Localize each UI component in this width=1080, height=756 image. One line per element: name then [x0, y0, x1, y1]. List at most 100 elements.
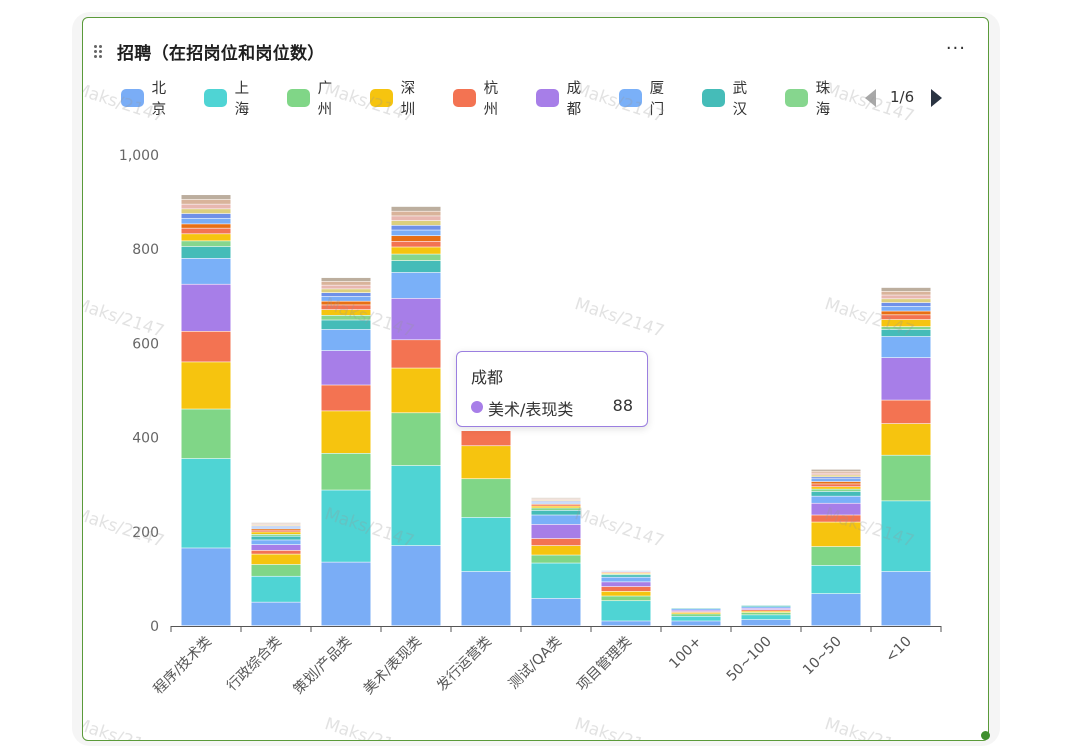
bar-segment	[671, 614, 721, 616]
resize-handle[interactable]	[981, 731, 990, 740]
bar-segment	[811, 503, 861, 515]
bar-segment	[461, 446, 511, 479]
bar-segment	[811, 469, 861, 471]
legend-item-8[interactable]: 珠海	[785, 81, 838, 118]
bar-segment	[881, 423, 931, 455]
legend-swatch	[370, 89, 393, 107]
legend-item-2[interactable]: 广州	[287, 81, 340, 118]
bar-segment	[461, 431, 511, 446]
bar-segment	[251, 540, 301, 545]
drag-handle-icon[interactable]	[93, 45, 105, 59]
tooltip-color-dot	[471, 401, 483, 413]
bar-segment	[391, 241, 441, 247]
bar-segment	[811, 491, 861, 496]
legend-label: 上海	[234, 81, 250, 118]
bar-segment	[811, 593, 861, 626]
more-options-icon[interactable]: ···	[945, 38, 966, 59]
bar-segment	[531, 524, 581, 539]
chart-tooltip: 成都 美术/表现类 88	[456, 351, 648, 427]
bar-segment	[251, 544, 301, 551]
y-tick-label: 200	[132, 525, 159, 541]
bar-segment	[181, 409, 231, 459]
bar-segment	[251, 602, 301, 626]
bar-segment	[881, 326, 931, 330]
bar-segment	[321, 277, 371, 282]
bar-segment	[391, 211, 441, 216]
x-tick-label: 100+	[666, 634, 705, 673]
legend-item-6[interactable]: 厦门	[619, 81, 672, 118]
bar-segment	[321, 289, 371, 293]
legend-next-icon[interactable]	[931, 89, 942, 107]
legend-swatch	[536, 89, 559, 107]
tooltip-value: 88	[612, 396, 633, 415]
legend-swatch	[619, 89, 642, 107]
legend-label: 珠海	[815, 81, 831, 118]
legend-page-number: 1/6	[890, 88, 915, 106]
bar-segment	[251, 532, 301, 535]
tooltip-category: 美术/表现类	[488, 400, 574, 419]
bar-segment	[811, 481, 861, 484]
legend-item-3[interactable]: 深圳	[370, 81, 423, 118]
bar-segment	[321, 309, 371, 316]
bar-segment	[391, 545, 441, 626]
bar-segment	[181, 195, 231, 200]
bar-segment	[601, 575, 651, 577]
bar-segment	[251, 554, 301, 565]
bar-segment	[321, 453, 371, 490]
legend-item-4[interactable]: 杭州	[453, 81, 506, 118]
bar-segment	[321, 411, 371, 454]
bar-segment	[601, 601, 651, 621]
bar-segment	[181, 234, 231, 241]
bar-segment	[251, 528, 301, 530]
bar-segment	[811, 484, 861, 487]
legend-item-1[interactable]: 上海	[204, 81, 257, 118]
legend-label: 深圳	[400, 81, 416, 118]
bar-segment	[811, 546, 861, 566]
legend-item-0[interactable]: 北京	[121, 81, 174, 118]
bar-segment	[601, 621, 651, 626]
legend-swatch	[702, 89, 725, 107]
bar-segment	[181, 199, 231, 204]
legend-item-7[interactable]: 武汉	[702, 81, 755, 118]
legend-label: 厦门	[649, 81, 665, 118]
legend-label: 武汉	[732, 81, 748, 118]
bar-segment	[321, 385, 371, 411]
bar-segment	[811, 496, 861, 503]
bar-segment	[181, 284, 231, 332]
bar-segment	[391, 413, 441, 466]
bar-segment	[531, 504, 581, 506]
bar-segment	[741, 611, 791, 613]
bar-segment	[531, 506, 581, 508]
bar-segment	[881, 306, 931, 311]
bar-segment	[881, 311, 931, 315]
bar-segment	[181, 331, 231, 362]
bar-segment	[321, 320, 371, 330]
bar-segment	[671, 616, 721, 621]
bar-segment	[881, 501, 931, 572]
bar-segment	[181, 224, 231, 228]
legend-swatch	[121, 89, 144, 107]
bar-segment	[881, 302, 931, 307]
bar-segment	[671, 610, 721, 612]
legend-item-5[interactable]: 成都	[536, 81, 589, 118]
bar-segment	[881, 336, 931, 358]
bar-segment	[181, 209, 231, 214]
bar-segment	[181, 241, 231, 247]
bar-segment	[391, 368, 441, 413]
bar-segment	[601, 582, 651, 587]
bar-segment	[531, 598, 581, 626]
bar-segment	[321, 490, 371, 562]
x-tick-label: 美术/表现类	[361, 634, 425, 698]
legend-prev-icon[interactable]	[865, 89, 876, 107]
bar-segment	[601, 596, 651, 601]
legend-swatch	[204, 89, 227, 107]
y-tick-label: 0	[150, 619, 159, 635]
x-tick-label: 10~50	[800, 634, 845, 679]
bar-segment	[811, 479, 861, 482]
bar-segment	[321, 315, 371, 320]
chart-panel: 招聘（在招岗位和岗位数） ··· 北京 上海 广州 深圳 杭州 成都 厦门 武汉 珠海 1/6 …	[82, 17, 989, 741]
bar-segment	[181, 246, 231, 259]
bar-segment	[881, 295, 931, 299]
bar-segment	[181, 548, 231, 626]
bar-segment	[391, 260, 441, 273]
